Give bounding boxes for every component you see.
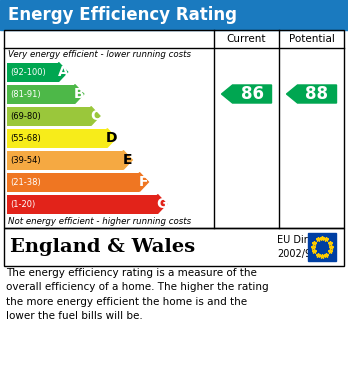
Text: Potential: Potential bbox=[288, 34, 334, 44]
Polygon shape bbox=[91, 106, 100, 126]
Text: D: D bbox=[106, 131, 117, 145]
Bar bbox=[7, 151, 123, 170]
Bar bbox=[4, 30, 344, 228]
Bar bbox=[7, 194, 158, 213]
Polygon shape bbox=[58, 63, 68, 81]
Bar bbox=[7, 63, 58, 81]
Bar bbox=[7, 106, 91, 126]
Text: (81-91): (81-91) bbox=[10, 90, 41, 99]
Text: (21-38): (21-38) bbox=[10, 178, 41, 187]
Text: A: A bbox=[58, 65, 69, 79]
Text: E: E bbox=[123, 153, 133, 167]
Text: (69-80): (69-80) bbox=[10, 111, 41, 120]
Polygon shape bbox=[221, 85, 271, 103]
Text: 86: 86 bbox=[240, 85, 263, 103]
Polygon shape bbox=[107, 129, 116, 147]
Text: G: G bbox=[156, 197, 168, 211]
Text: EU Directive
2002/91/EC: EU Directive 2002/91/EC bbox=[277, 235, 337, 258]
Text: (1-20): (1-20) bbox=[10, 199, 35, 208]
Text: Very energy efficient - lower running costs: Very energy efficient - lower running co… bbox=[8, 50, 191, 59]
Text: England & Wales: England & Wales bbox=[10, 238, 195, 256]
Bar bbox=[308, 233, 336, 261]
Text: (39-54): (39-54) bbox=[10, 156, 41, 165]
Text: Energy Efficiency Rating: Energy Efficiency Rating bbox=[8, 6, 237, 24]
Bar bbox=[7, 129, 107, 147]
Bar bbox=[0, 0, 348, 30]
Text: Current: Current bbox=[227, 34, 266, 44]
Text: C: C bbox=[90, 109, 101, 123]
Polygon shape bbox=[158, 194, 167, 213]
Text: The energy efficiency rating is a measure of the
overall efficiency of a home. T: The energy efficiency rating is a measur… bbox=[6, 268, 269, 321]
Text: 88: 88 bbox=[306, 85, 329, 103]
Polygon shape bbox=[75, 84, 84, 104]
Bar bbox=[7, 172, 140, 192]
Text: Not energy efficient - higher running costs: Not energy efficient - higher running co… bbox=[8, 217, 191, 226]
Polygon shape bbox=[123, 151, 132, 170]
Text: B: B bbox=[74, 87, 85, 101]
Bar bbox=[4, 228, 344, 266]
Bar bbox=[7, 84, 75, 104]
Text: (92-100): (92-100) bbox=[10, 68, 46, 77]
Text: F: F bbox=[139, 175, 149, 189]
Polygon shape bbox=[140, 172, 148, 192]
Polygon shape bbox=[286, 85, 337, 103]
Text: (55-68): (55-68) bbox=[10, 133, 41, 142]
